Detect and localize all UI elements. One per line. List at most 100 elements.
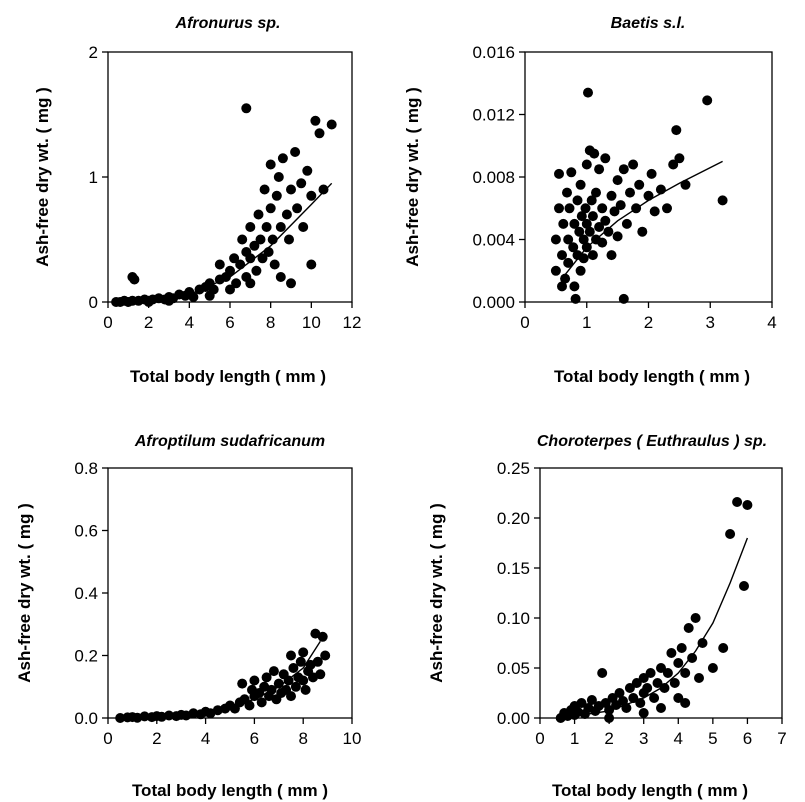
data-point bbox=[245, 278, 256, 289]
data-point bbox=[273, 678, 284, 689]
y-tick-label: 0.05 bbox=[497, 659, 530, 678]
data-point bbox=[662, 203, 672, 214]
data-point bbox=[569, 218, 580, 229]
data-point bbox=[314, 128, 325, 139]
data-point bbox=[263, 247, 274, 257]
data-point bbox=[566, 167, 577, 178]
data-point bbox=[586, 195, 597, 206]
y-tick-label: 0.10 bbox=[497, 609, 530, 628]
data-point bbox=[604, 713, 615, 723]
data-point bbox=[628, 159, 639, 170]
data-point bbox=[318, 184, 329, 195]
data-point bbox=[674, 153, 685, 164]
x-tick-label: 1 bbox=[570, 729, 579, 748]
data-point bbox=[143, 297, 154, 307]
y-axis-label: Ash-free dry wt. ( mg ) bbox=[403, 87, 422, 266]
data-point bbox=[594, 222, 605, 232]
y-tick-label: 0.4 bbox=[74, 584, 98, 603]
data-point bbox=[271, 190, 282, 201]
data-point bbox=[669, 678, 680, 688]
data-point bbox=[225, 265, 235, 276]
data-point bbox=[671, 125, 682, 136]
x-tick-label: 2 bbox=[144, 313, 153, 332]
data-point bbox=[265, 203, 276, 214]
data-point bbox=[300, 684, 311, 695]
data-point bbox=[564, 203, 575, 214]
data-point bbox=[557, 281, 567, 292]
data-point bbox=[673, 693, 684, 703]
data-point bbox=[680, 668, 691, 678]
data-point bbox=[255, 234, 266, 245]
data-point bbox=[576, 698, 587, 708]
data-point bbox=[306, 190, 317, 201]
data-point bbox=[637, 226, 648, 237]
x-tick-label: 2 bbox=[152, 729, 161, 748]
y-tick-label: 0.20 bbox=[497, 509, 530, 528]
data-point bbox=[586, 695, 597, 705]
data-point bbox=[707, 663, 718, 673]
data-point bbox=[245, 222, 256, 232]
data-point bbox=[625, 187, 635, 198]
data-point bbox=[575, 265, 586, 276]
data-point bbox=[269, 259, 280, 270]
x-tick-label: 7 bbox=[777, 729, 786, 748]
x-tick-label: 4 bbox=[674, 729, 683, 748]
data-point bbox=[680, 698, 691, 708]
x-tick-label: 0 bbox=[103, 313, 112, 332]
x-tick-label: 12 bbox=[343, 313, 362, 332]
data-point bbox=[562, 187, 572, 198]
data-point bbox=[225, 284, 235, 295]
data-point bbox=[583, 87, 593, 98]
data-point bbox=[241, 103, 252, 114]
data-point bbox=[600, 153, 611, 164]
y-axis-label: Ash-free dry wt. ( mg ) bbox=[15, 503, 34, 682]
data-point bbox=[273, 172, 284, 182]
data-point bbox=[578, 234, 589, 245]
data-point bbox=[576, 211, 587, 222]
fit-curve bbox=[560, 537, 749, 719]
data-point bbox=[600, 215, 611, 226]
data-point bbox=[550, 234, 561, 245]
data-point bbox=[290, 147, 301, 157]
data-point bbox=[560, 273, 571, 284]
chart-title: Afroptilum sudafricanum bbox=[134, 433, 325, 450]
data-point bbox=[261, 672, 272, 683]
data-point bbox=[683, 623, 694, 633]
data-point bbox=[603, 226, 614, 237]
data-point bbox=[702, 95, 713, 106]
data-point bbox=[597, 203, 608, 214]
data-point bbox=[317, 631, 328, 642]
data-point bbox=[244, 700, 255, 711]
chart-title: Baetis s.l. bbox=[611, 15, 686, 32]
data-point bbox=[659, 683, 670, 693]
x-tick-label: 4 bbox=[201, 729, 210, 748]
data-point bbox=[326, 119, 337, 130]
x-tick-label: 10 bbox=[343, 729, 362, 748]
data-point bbox=[609, 206, 620, 217]
x-tick-label: 2 bbox=[604, 729, 613, 748]
x-tick-label: 4 bbox=[185, 313, 194, 332]
data-point bbox=[666, 648, 677, 658]
data-point bbox=[204, 290, 215, 301]
data-point bbox=[742, 500, 753, 510]
data-point bbox=[256, 697, 267, 708]
data-point bbox=[739, 581, 749, 591]
data-point bbox=[638, 708, 649, 718]
data-point bbox=[649, 206, 660, 217]
data-point bbox=[589, 148, 600, 159]
x-tick-label: 2 bbox=[644, 313, 653, 332]
data-point bbox=[604, 705, 615, 715]
data-point bbox=[286, 691, 296, 702]
y-tick-label: 0.15 bbox=[497, 559, 530, 578]
x-axis-label: Total body length ( mm ) bbox=[554, 367, 750, 386]
data-point bbox=[302, 165, 313, 176]
fit-curve bbox=[561, 160, 723, 280]
data-point bbox=[615, 200, 626, 211]
data-point bbox=[229, 253, 240, 264]
data-point bbox=[251, 265, 262, 276]
y-tick-label: 0.00 bbox=[497, 709, 530, 728]
data-point bbox=[587, 211, 598, 222]
data-point bbox=[557, 250, 567, 261]
data-point bbox=[261, 222, 272, 232]
